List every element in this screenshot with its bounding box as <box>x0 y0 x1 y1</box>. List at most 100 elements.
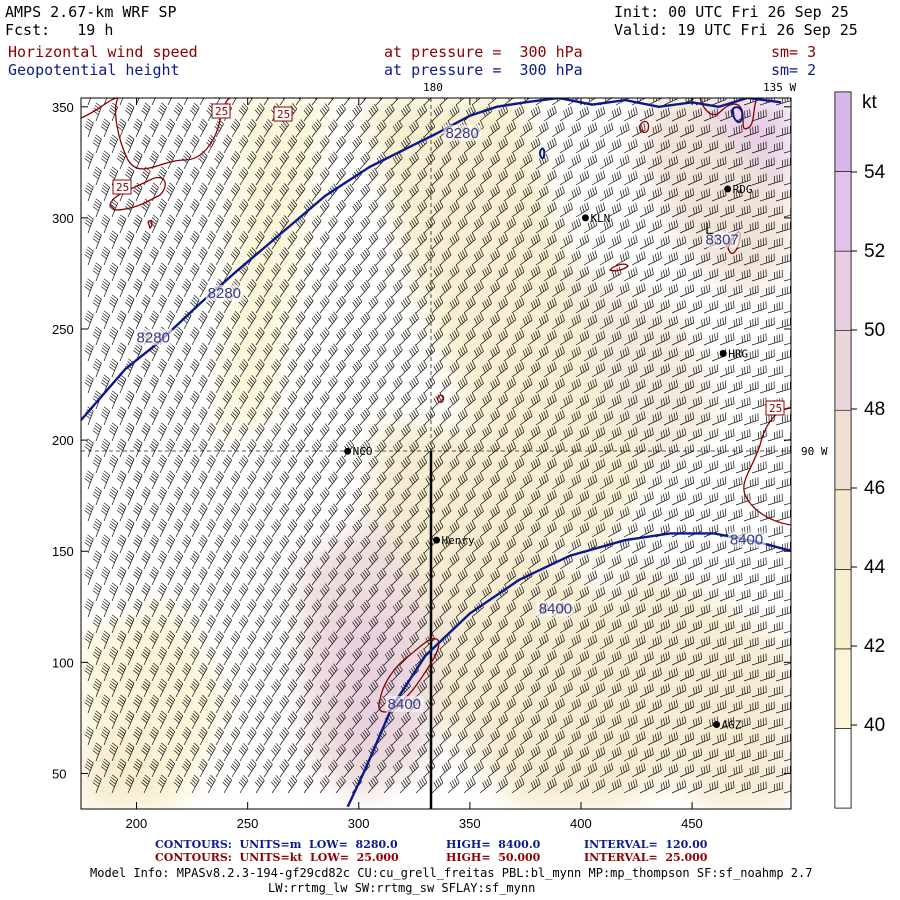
wind-barb <box>399 328 411 346</box>
wind-barb <box>141 646 151 666</box>
wind-barb <box>471 440 484 458</box>
wind-barb <box>655 107 670 122</box>
wind-barb <box>527 361 541 378</box>
wind-barb <box>719 524 735 538</box>
y-tick-label: 200 <box>52 433 74 448</box>
wind-barb <box>407 280 420 298</box>
wind-barb <box>703 652 719 666</box>
wind-barb <box>695 220 711 234</box>
wind-barb <box>487 505 501 522</box>
wind-barb <box>447 584 460 602</box>
wind-barb <box>133 726 143 746</box>
wind-barb <box>495 649 509 666</box>
wind-barb <box>511 361 525 378</box>
station-dot <box>713 721 721 729</box>
wind-barb <box>471 632 484 650</box>
wind-barb <box>157 614 167 634</box>
wind-barb <box>214 694 224 714</box>
wind-barb <box>727 572 743 586</box>
wind-barb <box>181 182 192 202</box>
station-label: HRG <box>728 347 748 360</box>
wind-barb <box>751 461 767 474</box>
wind-barb <box>198 182 208 202</box>
wind-barb <box>311 599 322 618</box>
wind-barb <box>238 166 249 186</box>
wind-barb <box>567 378 582 394</box>
wind-barb <box>375 215 387 234</box>
wind-barb <box>206 614 216 634</box>
wind-barb <box>133 406 143 426</box>
speed-contour-center-small <box>437 394 445 403</box>
wind-barb <box>311 567 322 586</box>
wind-barb <box>655 683 670 698</box>
wind-barb <box>415 104 428 122</box>
wind-barb <box>84 726 94 746</box>
colorbar-segment <box>834 728 852 809</box>
init-time: Init: 00 UTC Fri 26 Sep 25 <box>614 3 849 21</box>
wind-barb <box>735 589 751 602</box>
wind-barb <box>254 135 265 154</box>
wind-barb <box>238 774 249 794</box>
wind-barb <box>133 662 143 682</box>
wind-barb <box>254 455 265 474</box>
wind-barb <box>271 775 281 794</box>
wind-barb <box>383 743 395 762</box>
wind-barb <box>271 135 281 154</box>
wind-barb <box>527 137 541 154</box>
wind-barb <box>100 118 110 138</box>
wind-barb <box>671 139 687 154</box>
wind-barb <box>100 374 110 394</box>
wind-barb <box>206 518 216 538</box>
wind-barb <box>246 342 257 362</box>
wind-barb <box>479 361 492 378</box>
wind-barb <box>591 170 606 186</box>
wind-barb <box>687 620 703 634</box>
wind-barb <box>181 694 192 714</box>
wind-barb <box>271 263 281 282</box>
wind-barb <box>759 765 775 778</box>
wind-barb <box>447 264 460 282</box>
wind-barb <box>431 328 444 346</box>
wind-barb <box>727 604 743 618</box>
wind-barb <box>487 121 501 138</box>
wind-barb <box>116 662 127 682</box>
wind-barb <box>463 776 476 794</box>
wind-barb <box>254 327 265 346</box>
wind-barb <box>367 327 379 346</box>
wind-barb <box>703 332 719 346</box>
wind-barb <box>479 681 492 698</box>
wind-barb <box>84 278 94 298</box>
wind-barb <box>495 425 509 442</box>
wind-barb <box>214 438 224 458</box>
wind-barb <box>559 490 573 506</box>
wind-barb <box>246 278 257 298</box>
wind-barb <box>116 598 127 618</box>
wind-barb <box>503 153 517 170</box>
wind-barb <box>100 214 110 234</box>
wind-barb <box>575 266 590 282</box>
wind-barb <box>125 486 135 506</box>
wind-barb <box>655 235 670 250</box>
wind-barb <box>263 695 273 714</box>
wind-barb <box>375 311 387 330</box>
wind-barb <box>743 285 759 298</box>
wind-barb <box>631 411 646 426</box>
wind-barb <box>222 550 232 570</box>
wind-barb <box>703 140 719 154</box>
wind-barb <box>116 502 127 522</box>
wind-barb <box>479 649 492 666</box>
wind-barb <box>655 779 670 794</box>
wind-barb <box>423 600 436 618</box>
wind-barb <box>173 358 184 378</box>
wind-barb <box>607 170 622 186</box>
wind-barb <box>343 663 354 682</box>
station-label: AGZ <box>722 719 742 732</box>
wind-barb <box>575 234 590 250</box>
wind-barb <box>279 343 289 362</box>
footer-height-high: HIGH= 8400.0 <box>446 838 541 851</box>
wind-barb <box>775 573 791 586</box>
wind-barb <box>591 234 606 250</box>
wind-barb <box>367 615 379 634</box>
wind-barb <box>655 267 670 282</box>
wind-barb <box>84 118 94 138</box>
